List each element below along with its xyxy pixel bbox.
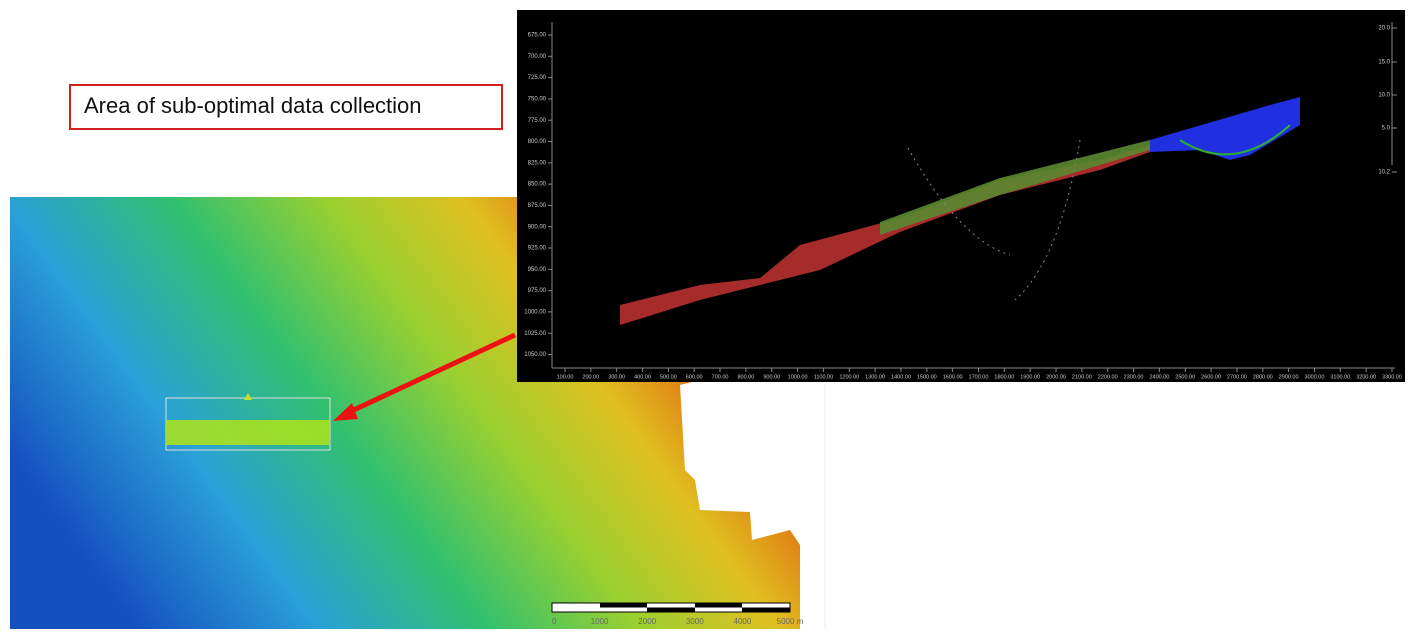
scale-bar-label: 0 [552,617,557,626]
x-tick-label: 2900.00 [1279,374,1299,380]
x-tick-label: 3100.00 [1330,374,1350,380]
x-tick-label: 2400.00 [1149,374,1169,380]
x-tick-label: 800.00 [737,374,754,380]
y-tick-label: 975.00 [528,288,547,294]
y-tick-label: 775.00 [528,118,547,124]
x-tick-label: 1600.00 [943,374,963,380]
x-tick-label: 2300.00 [1124,374,1144,380]
x-tick-label: 300.00 [608,374,625,380]
scale-bar-label: 4000 [734,617,752,626]
scale-bar-segment [695,603,742,608]
annotation-text: Area of sub-optimal data collection [84,93,422,118]
x-tick-label: 1800.00 [994,374,1014,380]
x-tick-label: 1300.00 [865,374,885,380]
x-tick-label: 100.00 [557,374,574,380]
scale-bar-segment [600,603,647,608]
x-tick-label: 2200.00 [1098,374,1118,380]
x-tick-label: 2700.00 [1227,374,1247,380]
selected-swath [166,420,330,445]
y-tick-label: 875.00 [528,203,547,209]
x-tick-label: 3200.00 [1356,374,1376,380]
y-tick-label: 1000.00 [524,309,546,315]
y-tick-label: 850.00 [528,182,547,188]
y-tick-label: 1025.00 [524,331,546,337]
x-tick-label: 2000.00 [1046,374,1066,380]
x-tick-label: 700.00 [712,374,729,380]
y-tick-label: 700.00 [528,54,547,60]
x-tick-label: 3300.00 [1382,374,1402,380]
y-tick-label: 675.00 [528,33,547,39]
scale-bar-label: 3000 [686,617,704,626]
y2-tick-label: 15.0 [1378,60,1390,66]
y2-tick-label: 10.0 [1378,93,1390,99]
y-tick-label: 725.00 [528,75,547,81]
x-tick-label: 500.00 [660,374,677,380]
scale-bar-label: 5000 m [777,617,804,626]
x-tick-label: 900.00 [763,374,780,380]
x-tick-label: 1000.00 [788,374,808,380]
y-tick-label: 825.00 [528,160,547,166]
scale-bar-segment [742,608,790,613]
x-tick-label: 1700.00 [969,374,989,380]
x-tick-label: 400.00 [634,374,651,380]
x-tick-label: 3000.00 [1305,374,1325,380]
scale-bar-segment [647,608,695,613]
x-tick-label: 600.00 [686,374,703,380]
y2-tick-label: 5.0 [1382,126,1391,132]
scale-bar [552,603,790,612]
x-tick-label: 2100.00 [1072,374,1092,380]
x-tick-label: 2800.00 [1253,374,1273,380]
x-tick-label: 2600.00 [1201,374,1221,380]
page: Area of sub-optimal data collection 675.… [0,0,1410,629]
y-tick-label: 925.00 [528,246,547,252]
scale-bar-label: 2000 [638,617,656,626]
y2-tick-label: 10.2 [1378,170,1390,176]
y-tick-label: 1050.00 [524,352,546,358]
scale-bar-label: 1000 [591,617,609,626]
x-tick-label: 200.00 [582,374,599,380]
x-tick-label: 1200.00 [839,374,859,380]
x-tick-label: 1400.00 [891,374,911,380]
y-tick-label: 950.00 [528,267,547,273]
x-tick-label: 1900.00 [1020,374,1040,380]
y2-tick-label: 20.0 [1378,26,1390,32]
x-tick-label: 1100.00 [814,374,833,380]
y-tick-label: 800.00 [528,139,547,145]
x-tick-label: 2500.00 [1175,374,1195,380]
x-tick-label: 1500.00 [917,374,937,380]
y-tick-label: 900.00 [528,224,547,230]
y-tick-label: 750.00 [528,96,547,102]
